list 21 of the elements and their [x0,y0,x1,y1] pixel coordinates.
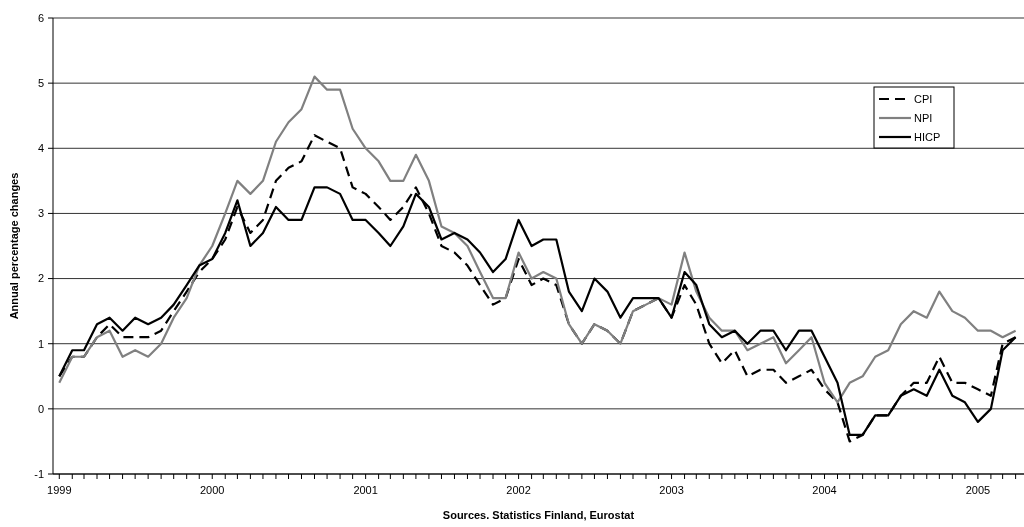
legend-label: CPI [914,92,933,105]
y-tick-label: 0 [37,402,44,415]
x-tick-label: 2003 [659,484,684,496]
y-tick-label: 2 [37,272,44,285]
y-tick-label: 6 [37,11,44,24]
y-tick-label: 3 [37,207,44,220]
y-tick-label: -1 [34,467,44,480]
legend-label: HICP [914,130,941,143]
line-series [58,75,1017,404]
y-tick-label: 4 [37,142,44,155]
y-axis-title: Annual percentage changes [8,172,20,320]
y-tick-label: 1 [37,337,44,350]
x-tick-label: 2000 [200,484,225,496]
x-tick-label: 2004 [812,484,837,496]
legend-label: NPI [914,111,933,124]
y-tick-label: 5 [37,76,44,89]
x-tick-label: 2002 [506,484,531,496]
x-tick-label: 2001 [353,484,378,496]
x-tick-label: 2005 [965,484,991,496]
x-tick-label: 1999 [47,484,72,496]
source-note: Sources. Statistics Finland, Eurostat [442,509,635,521]
